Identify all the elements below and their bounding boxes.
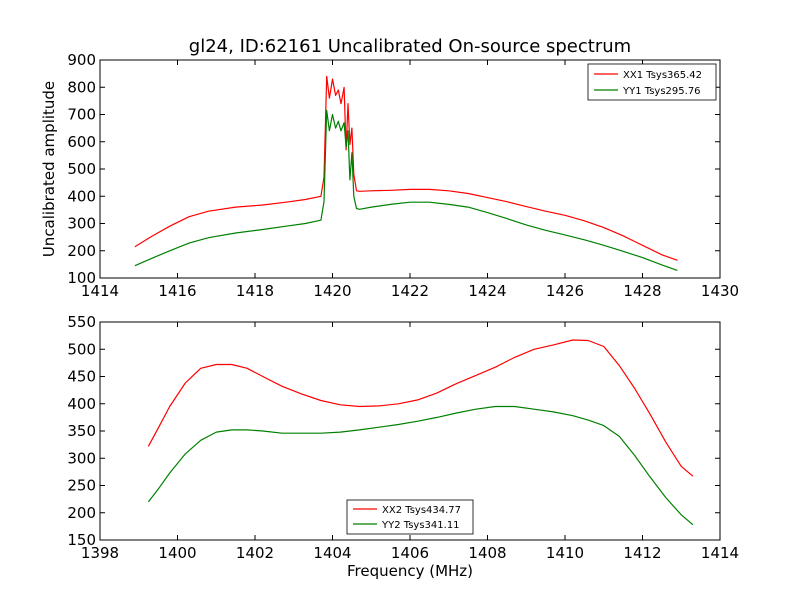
legend-label-xx2: XX2 Tsys434.77 — [382, 505, 461, 516]
x-tick-label: 1418 — [236, 282, 274, 300]
upper-y-axis-title: Uncalibrated amplitude — [40, 81, 58, 257]
x-tick-label: 1420 — [313, 282, 351, 300]
lower-x-axis-title: Frequency (MHz) — [347, 562, 473, 580]
lower-legend-box — [346, 499, 474, 535]
y-tick-label: 150 — [67, 531, 96, 549]
y-tick-label: 300 — [67, 215, 96, 233]
y-tick-label: 700 — [67, 106, 96, 124]
x-tick-label: 1410 — [546, 544, 584, 562]
x-tick-label: 1398 — [81, 544, 119, 562]
y-tick-label: 400 — [67, 187, 96, 205]
upper-legend-box — [587, 63, 717, 101]
legend-label-xx1: XX1 Tsys365.42 — [623, 70, 702, 81]
y-tick-label: 800 — [67, 78, 96, 96]
upper-legend: XX1 Tsys365.42 YY1 Tsys295.76 — [587, 63, 717, 101]
legend-label-yy2: YY2 Tsys341.11 — [381, 520, 460, 531]
y-tick-label: 500 — [67, 340, 96, 358]
y-tick-label: 600 — [67, 133, 96, 151]
x-tick-label: 1406 — [391, 544, 429, 562]
y-tick-label: 400 — [67, 395, 96, 413]
y-tick-label: 350 — [67, 422, 96, 440]
lower-y-ticks: 150 200 250 300 350 400 450 500 550 — [67, 313, 720, 549]
lower-x-ticks: 1398 1400 1402 1404 1406 1408 1410 1412 1414 — [81, 322, 739, 562]
legend-label-yy1: YY1 Tsys295.76 — [622, 86, 701, 97]
y-tick-label: 900 — [67, 51, 96, 69]
y-tick-label: 100 — [67, 269, 96, 287]
x-tick-label: 1430 — [701, 282, 739, 300]
y-tick-label: 250 — [67, 477, 96, 495]
upper-y-ticks: 100 200 300 400 500 600 700 800 900 — [67, 51, 720, 287]
x-tick-label: 1404 — [313, 544, 351, 562]
y-tick-label: 300 — [67, 449, 96, 467]
x-tick-label: 1414 — [701, 544, 739, 562]
x-tick-label: 1416 — [158, 282, 196, 300]
y-tick-label: 450 — [67, 368, 96, 386]
x-tick-label: 1424 — [468, 282, 506, 300]
upper-series-line-2 — [134, 109, 678, 271]
x-tick-label: 1428 — [623, 282, 661, 300]
upper-chart: gl24, ID:62161 Uncalibrated On-source sp… — [40, 36, 739, 300]
x-tick-label: 1426 — [546, 282, 584, 300]
y-tick-label: 200 — [67, 242, 96, 260]
x-tick-label: 1408 — [468, 544, 506, 562]
lower-series-line-2 — [147, 405, 694, 526]
x-tick-label: 1400 — [158, 544, 196, 562]
y-tick-label: 550 — [67, 313, 96, 331]
lower-series-line-1 — [147, 339, 694, 477]
lower-legend: XX2 Tsys434.77 YY2 Tsys341.11 — [346, 499, 474, 535]
lower-chart: 1398 1400 1402 1404 1406 1408 1410 1412 1414 150… — [67, 313, 739, 580]
y-tick-label: 200 — [67, 504, 96, 522]
x-tick-label: 1402 — [236, 544, 274, 562]
x-tick-label: 1422 — [391, 282, 429, 300]
upper-x-ticks: 1414 1416 1418 1420 1422 1424 1426 1428 1430 — [81, 60, 739, 300]
x-tick-label: 1414 — [81, 282, 119, 300]
y-tick-label: 500 — [67, 160, 96, 178]
x-tick-label: 1412 — [623, 544, 661, 562]
upper-series-line-1 — [134, 75, 678, 261]
upper-chart-title: gl24, ID:62161 Uncalibrated On-source sp… — [189, 36, 631, 57]
